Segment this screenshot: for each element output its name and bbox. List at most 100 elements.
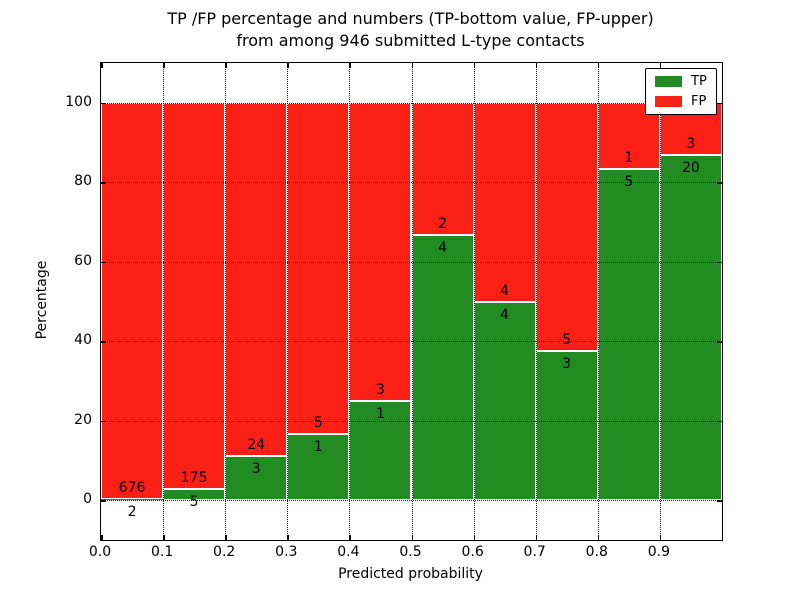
x-tick-mark-top bbox=[411, 63, 413, 68]
y-tick-label: 0 bbox=[83, 491, 92, 508]
vertical-gridline bbox=[163, 63, 165, 540]
fp-count-label: 175 bbox=[180, 470, 208, 487]
x-tick-mark-top bbox=[101, 63, 103, 68]
y-tick-mark-right bbox=[717, 500, 722, 502]
x-tick-label: 0.7 bbox=[523, 544, 546, 560]
vertical-gridline bbox=[597, 63, 599, 540]
tp-bar-segment bbox=[287, 434, 350, 501]
fp-bar-segment bbox=[287, 102, 350, 434]
vertical-gridline bbox=[659, 63, 661, 540]
fp-count-label: 3 bbox=[375, 381, 385, 398]
tp-count-label: 20 bbox=[682, 159, 700, 176]
y-tick-mark-left bbox=[101, 500, 106, 502]
vertical-gridline bbox=[473, 63, 475, 540]
x-tick-label: 0.6 bbox=[461, 544, 484, 560]
fp-bar-segment bbox=[163, 102, 226, 490]
fp-bar-segment bbox=[535, 102, 598, 352]
fp-count-label: 2 bbox=[438, 216, 448, 233]
tp-count-label: 5 bbox=[624, 174, 634, 190]
y-tick-label: 40 bbox=[74, 332, 92, 349]
fp-bar-segment bbox=[349, 102, 412, 401]
y-axis-title: Percentage bbox=[34, 260, 50, 340]
tp-bar-segment bbox=[411, 235, 474, 501]
fp-count-label: 1 bbox=[624, 150, 634, 166]
y-tick-mark-right bbox=[717, 182, 722, 184]
horizontal-gridline bbox=[101, 500, 722, 502]
tp-count-label: 4 bbox=[438, 240, 448, 257]
legend-item-fp: FP bbox=[655, 95, 707, 108]
horizontal-gridline bbox=[101, 341, 722, 343]
x-tick-mark-top bbox=[163, 63, 165, 68]
horizontal-gridline bbox=[101, 420, 722, 422]
tp-count-label: 1 bbox=[375, 405, 385, 422]
fp-swatch-icon bbox=[655, 96, 682, 107]
y-tick-mark-left bbox=[101, 341, 106, 343]
x-tick-mark-top bbox=[659, 63, 662, 68]
fp-count-label: 24 bbox=[247, 437, 266, 454]
fp-count-label: 676 bbox=[118, 480, 146, 497]
x-tick-mark-bottom bbox=[287, 535, 289, 540]
x-tick-mark-bottom bbox=[101, 535, 103, 540]
y-tick-mark-right bbox=[717, 420, 722, 423]
x-tick-label: 0.9 bbox=[647, 544, 671, 560]
x-tick-label: 0.2 bbox=[213, 544, 236, 560]
fp-bar-segment bbox=[473, 102, 536, 302]
x-tick-label: 0.4 bbox=[337, 544, 360, 560]
tp-count-label: 5 bbox=[189, 494, 199, 511]
y-tick-label: 100 bbox=[65, 93, 92, 110]
fp-count-label: 5 bbox=[562, 332, 572, 349]
x-tick-mark-top bbox=[535, 63, 538, 68]
horizontal-gridline bbox=[101, 182, 722, 184]
tp-count-label: 3 bbox=[562, 356, 572, 373]
fp-bar-segment bbox=[101, 102, 164, 500]
x-tick-mark-top bbox=[597, 63, 600, 68]
vertical-gridline bbox=[411, 63, 413, 540]
tp-bar-segment bbox=[473, 301, 536, 501]
tp-swatch-icon bbox=[655, 76, 682, 87]
y-tick-label: 20 bbox=[74, 411, 92, 428]
y-tick-mark-left bbox=[101, 182, 106, 184]
x-tick-label: 0.1 bbox=[150, 544, 174, 560]
tp-bar-segment bbox=[225, 456, 288, 501]
y-tick-mark-right bbox=[717, 102, 722, 105]
fp-count-label: 5 bbox=[313, 415, 323, 431]
fp-bar-segment bbox=[225, 102, 288, 457]
vertical-gridline bbox=[225, 63, 227, 540]
x-axis-title: Predicted probability bbox=[338, 566, 483, 582]
tp-count-label: 3 bbox=[251, 461, 261, 478]
x-tick-label: 0.5 bbox=[399, 544, 422, 560]
y-tick-mark-right bbox=[717, 261, 722, 264]
y-tick-label: 60 bbox=[74, 252, 92, 269]
legend: TP FP bbox=[645, 68, 717, 115]
tp-bar-segment bbox=[659, 154, 722, 501]
y-tick-mark-left bbox=[101, 420, 106, 423]
y-tick-label: 80 bbox=[74, 173, 92, 190]
x-tick-mark-top bbox=[225, 63, 227, 68]
tp-bar-segment bbox=[101, 499, 164, 501]
x-tick-mark-bottom bbox=[163, 535, 165, 540]
x-tick-label: 0.0 bbox=[88, 544, 112, 560]
y-tick-mark-left bbox=[101, 102, 106, 105]
vertical-gridline bbox=[349, 63, 351, 540]
x-tick-mark-bottom bbox=[535, 535, 538, 540]
tp-bar-segment bbox=[535, 351, 598, 501]
x-tick-label: 0.3 bbox=[275, 544, 298, 560]
chart-title: TP /FP percentage and numbers (TP-bottom… bbox=[100, 8, 721, 52]
legend-item-tp: TP bbox=[655, 75, 707, 88]
x-tick-mark-top bbox=[287, 63, 289, 68]
x-tick-mark-top bbox=[349, 63, 351, 68]
x-tick-mark-bottom bbox=[659, 535, 662, 540]
x-tick-mark-top bbox=[473, 63, 476, 68]
horizontal-gridline bbox=[101, 102, 722, 104]
plot-area: 676 2 175 5 24 3 5 1 3 1 2 4 4 4 5 3 1 5 3 20 TP FP bbox=[100, 62, 723, 541]
y-tick-mark-right bbox=[717, 341, 722, 343]
fp-count-label: 3 bbox=[686, 135, 696, 152]
tp-count-label: 1 bbox=[313, 439, 323, 455]
tp-count-label: 4 bbox=[500, 306, 510, 323]
legend-label-fp: FP bbox=[691, 94, 707, 109]
tp-count-label: 2 bbox=[127, 504, 137, 521]
x-tick-label: 0.8 bbox=[585, 544, 608, 560]
tp-bar-segment bbox=[349, 400, 412, 501]
x-tick-mark-bottom bbox=[411, 535, 413, 540]
